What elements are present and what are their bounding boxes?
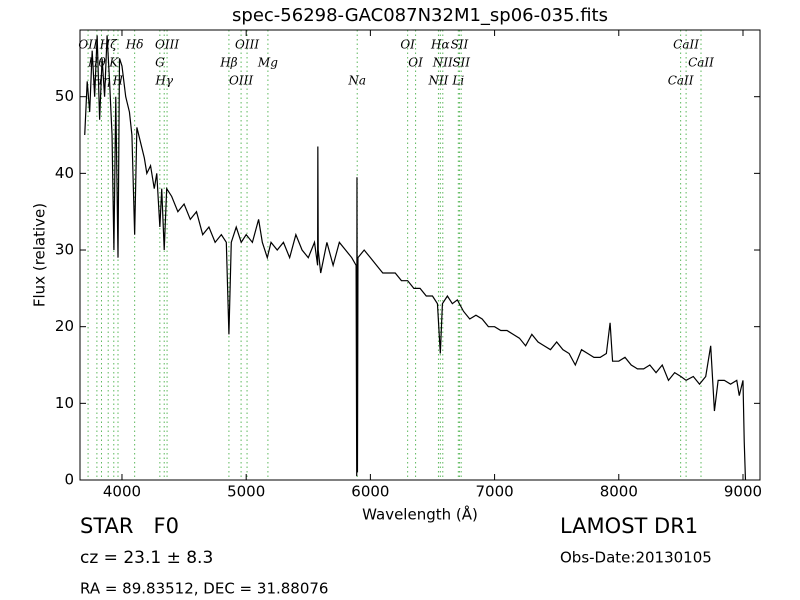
line-label: OI	[408, 56, 423, 70]
x-tick-label: 6000	[351, 483, 389, 501]
x-tick-label: 7000	[475, 483, 513, 501]
line-label: OIII	[235, 38, 259, 52]
x-tick-label: 8000	[600, 483, 638, 501]
chart-title: spec-56298-GAC087N32M1_sp06-035.fits	[232, 5, 608, 26]
y-tick-label: 20	[55, 317, 74, 335]
y-tick-label: 10	[55, 394, 74, 412]
line-label: Hβ	[219, 56, 237, 70]
y-tick-label: 50	[55, 87, 74, 105]
line-label: Hη	[92, 74, 111, 88]
line-label: OIII	[155, 38, 179, 52]
x-axis-label: Wavelength (Å)	[362, 505, 478, 524]
line-label: Hδ	[125, 38, 144, 52]
line-label: NII	[432, 56, 453, 70]
line-label: CaII	[688, 56, 714, 70]
plot-frame	[79, 29, 761, 481]
spectrum-group	[84, 35, 747, 480]
x-tick-label: 4000	[103, 483, 141, 501]
line-label: Hθ	[87, 56, 106, 70]
line-label: G	[155, 56, 165, 70]
spectrum	[84, 35, 747, 480]
line-label: Mg	[257, 56, 278, 70]
line-label: Hγ	[154, 74, 173, 88]
survey: LAMOST DR1	[560, 514, 698, 538]
x-tick-label: 5000	[227, 483, 265, 501]
line-label: CaII	[673, 38, 699, 52]
line-label: Na	[347, 74, 366, 88]
object-class: STAR F0	[80, 514, 179, 538]
y-axis-label: Flux (relative)	[31, 203, 49, 307]
line-label: H	[112, 74, 124, 88]
obs-date: Obs-Date:20130105	[560, 549, 712, 567]
line-label: OIII	[229, 74, 253, 88]
y-tick-label: 30	[55, 241, 74, 259]
line-label: SII	[452, 56, 470, 70]
line-label: OI	[400, 38, 415, 52]
line-label: CaII	[668, 74, 694, 88]
line-label: Hα	[430, 38, 450, 52]
coordinates: RA = 89.83512, DEC = 31.88076	[80, 580, 328, 598]
y-tick-label: 40	[55, 164, 74, 182]
line-label: Li	[451, 74, 464, 88]
line-label: SII	[451, 38, 469, 52]
x-tick-label: 9000	[724, 483, 762, 501]
line-label: K	[108, 56, 119, 70]
line-label: Hζ	[99, 38, 118, 52]
y-tick-label: 0	[64, 471, 74, 489]
line-label: OII	[78, 38, 98, 52]
redshift: cz = 23.1 ± 8.3	[80, 548, 213, 568]
line-label: NII	[427, 74, 448, 88]
emission-lines	[87, 30, 702, 480]
